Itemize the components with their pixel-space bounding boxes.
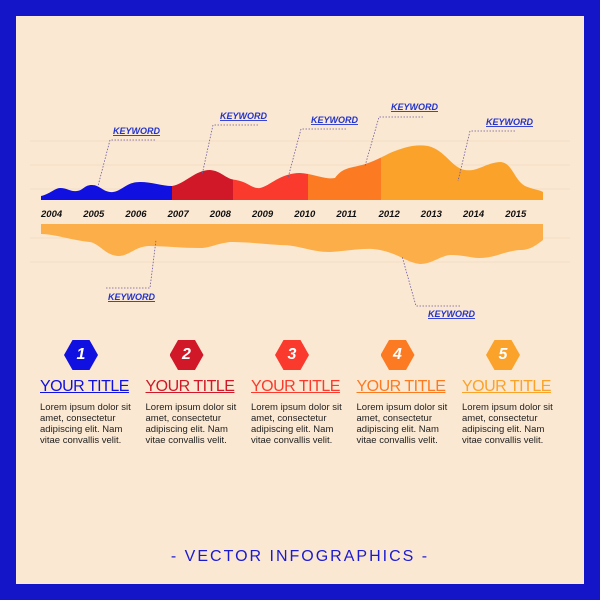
year-label: 2011: [335, 209, 356, 220]
card-text: Lorem ipsum dolor sit amet, consectetur …: [356, 402, 448, 446]
year-label: 2005: [82, 209, 105, 220]
keyword-label: KEYWORD: [391, 102, 439, 112]
keyword-label: KEYWORD: [311, 115, 359, 125]
year-label: 2012: [378, 209, 401, 220]
year-label: 2004: [40, 209, 63, 220]
year-label: 2008: [209, 209, 232, 220]
keyword-label: KEYWORD: [220, 111, 268, 121]
card-title: YOUR TITLE: [40, 378, 129, 395]
card-text: Lorem ipsum dolor sit amet, consectetur …: [145, 402, 237, 446]
card-title: YOUR TITLE: [356, 378, 446, 395]
year-label: 2010: [293, 209, 316, 220]
infographic-panel: [16, 16, 584, 584]
bottom-wave: [41, 224, 543, 264]
year-label: 2007: [167, 209, 190, 220]
hexagon-number-badge: 1: [64, 340, 98, 370]
card-2: 2 YOUR TITLE Lorem ipsum dolor sit amet, c…: [146, 340, 246, 446]
hexagon-number-badge: 4: [380, 340, 415, 370]
timeline-chart: 2004 2005 2006 2007 2008 2009 2010 2011 2012 2013…: [30, 102, 570, 319]
card-3: 3 YOUR TITLE Lorem ipsum dolor sit amet, c…: [251, 340, 351, 446]
keyword-label: KEYWORD: [113, 126, 161, 136]
card-text: Lorem ipsum dolor sit amet, consectetur …: [251, 402, 342, 446]
hexagon-number-badge: 3: [275, 340, 309, 370]
card-text: Lorem ipsum dolor sit amet, consectetur …: [40, 402, 131, 446]
hexagon-number-badge: 2: [169, 340, 204, 370]
card-title: YOUR TITLE: [145, 378, 235, 395]
keyword-label: KEYWORD: [428, 309, 476, 319]
card-title: YOUR TITLE: [251, 378, 340, 395]
keyword-label: KEYWORD: [108, 292, 156, 302]
year-label: 2006: [124, 209, 147, 220]
footer-title: - VECTOR INFOGRAPHICS -: [170, 548, 430, 565]
hexagon-number-badge: 5: [486, 340, 520, 370]
year-label: 2009: [251, 209, 274, 220]
card-text: Lorem ipsum dolor sit amet, consectetur …: [462, 402, 553, 446]
year-label: 2014: [462, 209, 485, 220]
year-label: 2015: [504, 209, 527, 220]
card-1: 1 YOUR TITLE Lorem ipsum dolor sit amet, c…: [40, 340, 140, 446]
year-label: 2013: [420, 209, 443, 220]
card-5: 5 YOUR TITLE Lorem ipsum dolor sit amet, c…: [462, 340, 562, 446]
card-title: YOUR TITLE: [462, 378, 551, 395]
keyword-label: KEYWORD: [486, 117, 534, 127]
card-4: 4 YOUR TITLE Lorem ipsum dolor sit amet, c…: [357, 340, 457, 446]
